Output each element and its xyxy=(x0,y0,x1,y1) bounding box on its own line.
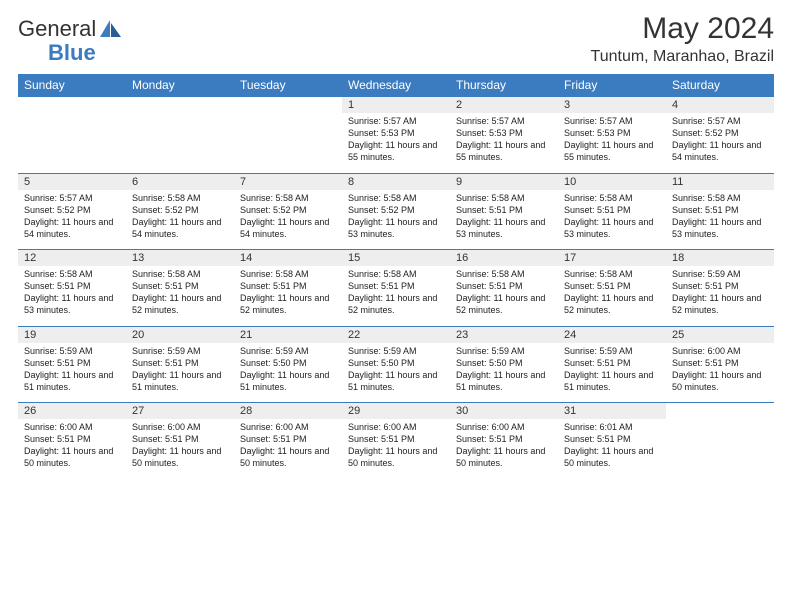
day-number-cell: 22 xyxy=(342,326,450,343)
day-number-cell: 21 xyxy=(234,326,342,343)
logo-text-2: Blue xyxy=(48,40,96,66)
week-detail-row: Sunrise: 5:58 AMSunset: 5:51 PMDaylight:… xyxy=(18,266,774,326)
day-detail-cell: Sunrise: 5:58 AMSunset: 5:51 PMDaylight:… xyxy=(666,190,774,250)
day-detail-cell: Sunrise: 6:01 AMSunset: 5:51 PMDaylight:… xyxy=(558,419,666,479)
day-detail-cell xyxy=(18,113,126,173)
day-number-cell: 8 xyxy=(342,173,450,190)
logo-text-1: General xyxy=(18,16,96,42)
week-detail-row: Sunrise: 5:59 AMSunset: 5:51 PMDaylight:… xyxy=(18,343,774,403)
day-number-cell: 20 xyxy=(126,326,234,343)
week-number-row: 567891011 xyxy=(18,173,774,190)
day-detail-cell: Sunrise: 5:59 AMSunset: 5:50 PMDaylight:… xyxy=(342,343,450,403)
day-detail-cell: Sunrise: 5:58 AMSunset: 5:52 PMDaylight:… xyxy=(342,190,450,250)
day-detail-cell: Sunrise: 5:58 AMSunset: 5:51 PMDaylight:… xyxy=(450,266,558,326)
day-detail-cell: Sunrise: 5:58 AMSunset: 5:51 PMDaylight:… xyxy=(450,190,558,250)
day-detail-cell: Sunrise: 6:00 AMSunset: 5:51 PMDaylight:… xyxy=(666,343,774,403)
day-detail-cell: Sunrise: 5:59 AMSunset: 5:51 PMDaylight:… xyxy=(558,343,666,403)
week-number-row: 1234 xyxy=(18,97,774,114)
calendar-head: SundayMondayTuesdayWednesdayThursdayFrid… xyxy=(18,74,774,97)
day-number-cell xyxy=(234,97,342,114)
day-number-cell: 31 xyxy=(558,403,666,420)
day-number-cell: 9 xyxy=(450,173,558,190)
month-title: May 2024 xyxy=(591,12,774,46)
logo-line2: Blue xyxy=(48,40,96,66)
day-detail-cell: Sunrise: 5:59 AMSunset: 5:50 PMDaylight:… xyxy=(234,343,342,403)
day-detail-cell: Sunrise: 5:58 AMSunset: 5:51 PMDaylight:… xyxy=(558,190,666,250)
day-number-cell: 11 xyxy=(666,173,774,190)
day-detail-cell: Sunrise: 5:58 AMSunset: 5:52 PMDaylight:… xyxy=(234,190,342,250)
week-detail-row: Sunrise: 5:57 AMSunset: 5:52 PMDaylight:… xyxy=(18,190,774,250)
day-header: Saturday xyxy=(666,74,774,97)
day-number-cell: 2 xyxy=(450,97,558,114)
location: Tuntum, Maranhao, Brazil xyxy=(591,48,774,66)
day-detail-cell xyxy=(126,113,234,173)
day-number-cell: 14 xyxy=(234,250,342,267)
day-number-cell: 4 xyxy=(666,97,774,114)
day-detail-cell xyxy=(234,113,342,173)
day-number-cell: 7 xyxy=(234,173,342,190)
day-detail-cell: Sunrise: 5:57 AMSunset: 5:52 PMDaylight:… xyxy=(666,113,774,173)
day-number-cell: 30 xyxy=(450,403,558,420)
day-detail-cell: Sunrise: 5:58 AMSunset: 5:51 PMDaylight:… xyxy=(342,266,450,326)
day-detail-cell: Sunrise: 5:58 AMSunset: 5:51 PMDaylight:… xyxy=(18,266,126,326)
day-header: Wednesday xyxy=(342,74,450,97)
day-detail-cell: Sunrise: 5:59 AMSunset: 5:51 PMDaylight:… xyxy=(666,266,774,326)
day-number-cell: 3 xyxy=(558,97,666,114)
day-detail-cell: Sunrise: 5:59 AMSunset: 5:51 PMDaylight:… xyxy=(18,343,126,403)
day-header: Friday xyxy=(558,74,666,97)
day-number-cell: 29 xyxy=(342,403,450,420)
day-number-cell: 1 xyxy=(342,97,450,114)
day-header: Monday xyxy=(126,74,234,97)
day-number-cell: 10 xyxy=(558,173,666,190)
day-number-cell: 27 xyxy=(126,403,234,420)
day-detail-cell xyxy=(666,419,774,479)
week-detail-row: Sunrise: 6:00 AMSunset: 5:51 PMDaylight:… xyxy=(18,419,774,479)
day-detail-cell: Sunrise: 5:58 AMSunset: 5:51 PMDaylight:… xyxy=(234,266,342,326)
week-detail-row: Sunrise: 5:57 AMSunset: 5:53 PMDaylight:… xyxy=(18,113,774,173)
day-number-cell: 18 xyxy=(666,250,774,267)
day-header: Thursday xyxy=(450,74,558,97)
logo-sail-icon xyxy=(100,20,122,38)
day-detail-cell: Sunrise: 6:00 AMSunset: 5:51 PMDaylight:… xyxy=(342,419,450,479)
day-number-cell xyxy=(666,403,774,420)
calendar-body: 1234Sunrise: 5:57 AMSunset: 5:53 PMDayli… xyxy=(18,97,774,480)
day-number-cell: 17 xyxy=(558,250,666,267)
week-number-row: 19202122232425 xyxy=(18,326,774,343)
day-number-cell: 15 xyxy=(342,250,450,267)
day-header: Sunday xyxy=(18,74,126,97)
day-number-cell xyxy=(18,97,126,114)
header: General May 2024 Tuntum, Maranhao, Brazi… xyxy=(18,12,774,66)
title-block: May 2024 Tuntum, Maranhao, Brazil xyxy=(591,12,774,66)
day-detail-cell: Sunrise: 6:00 AMSunset: 5:51 PMDaylight:… xyxy=(126,419,234,479)
day-number-cell: 24 xyxy=(558,326,666,343)
day-number-cell: 23 xyxy=(450,326,558,343)
day-number-cell: 6 xyxy=(126,173,234,190)
day-number-cell: 19 xyxy=(18,326,126,343)
day-number-cell: 13 xyxy=(126,250,234,267)
day-number-cell: 16 xyxy=(450,250,558,267)
day-detail-cell: Sunrise: 5:57 AMSunset: 5:53 PMDaylight:… xyxy=(558,113,666,173)
day-number-cell: 12 xyxy=(18,250,126,267)
day-detail-cell: Sunrise: 6:00 AMSunset: 5:51 PMDaylight:… xyxy=(18,419,126,479)
day-detail-cell: Sunrise: 5:59 AMSunset: 5:50 PMDaylight:… xyxy=(450,343,558,403)
day-detail-cell: Sunrise: 6:00 AMSunset: 5:51 PMDaylight:… xyxy=(450,419,558,479)
week-number-row: 12131415161718 xyxy=(18,250,774,267)
day-detail-cell: Sunrise: 5:59 AMSunset: 5:51 PMDaylight:… xyxy=(126,343,234,403)
day-number-cell: 25 xyxy=(666,326,774,343)
day-detail-cell: Sunrise: 5:58 AMSunset: 5:51 PMDaylight:… xyxy=(558,266,666,326)
day-number-cell: 5 xyxy=(18,173,126,190)
day-detail-cell: Sunrise: 5:57 AMSunset: 5:52 PMDaylight:… xyxy=(18,190,126,250)
logo: General xyxy=(18,16,124,42)
day-number-cell xyxy=(126,97,234,114)
week-number-row: 262728293031 xyxy=(18,403,774,420)
calendar-table: SundayMondayTuesdayWednesdayThursdayFrid… xyxy=(18,74,774,479)
day-detail-cell: Sunrise: 5:57 AMSunset: 5:53 PMDaylight:… xyxy=(342,113,450,173)
day-detail-cell: Sunrise: 5:57 AMSunset: 5:53 PMDaylight:… xyxy=(450,113,558,173)
day-detail-cell: Sunrise: 5:58 AMSunset: 5:51 PMDaylight:… xyxy=(126,266,234,326)
day-number-cell: 26 xyxy=(18,403,126,420)
day-header: Tuesday xyxy=(234,74,342,97)
day-number-cell: 28 xyxy=(234,403,342,420)
day-detail-cell: Sunrise: 5:58 AMSunset: 5:52 PMDaylight:… xyxy=(126,190,234,250)
day-detail-cell: Sunrise: 6:00 AMSunset: 5:51 PMDaylight:… xyxy=(234,419,342,479)
